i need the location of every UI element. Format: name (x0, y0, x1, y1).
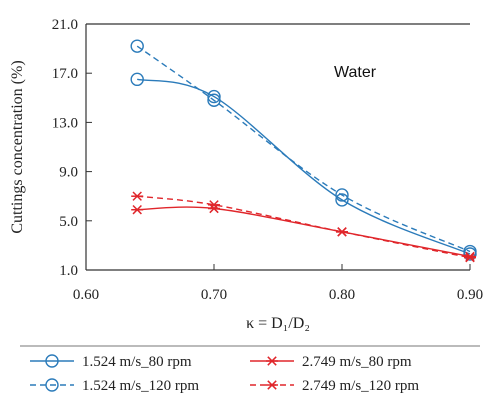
x-tick-label: 0.80 (329, 287, 355, 303)
series-line (137, 195, 471, 259)
x-axis-label: κ = D₁/D₂ (246, 315, 310, 332)
series-4 (131, 191, 476, 263)
legend-label: 1.524 m/s_80 rpm (82, 354, 192, 370)
y-tick-label: 13.0 (52, 115, 78, 131)
data-point (130, 39, 144, 53)
x-tick-label: 0.90 (457, 287, 483, 303)
legend-item: 2.749 m/s_80 rpm (250, 354, 412, 370)
data-point (131, 191, 144, 201)
y-axis-label: Cuttings concentration (%) (9, 60, 26, 233)
legend-item: 2.749 m/s_120 rpm (250, 378, 419, 394)
legend: 1.524 m/s_80 rpm 1.524 m/s_120 rpm 2.749 m… (20, 345, 480, 394)
legend-marker (45, 354, 59, 368)
series-layer (130, 39, 477, 263)
y-tick-label: 17.0 (52, 66, 78, 82)
data-point (336, 227, 348, 237)
legend-marker (266, 380, 278, 390)
data-point (130, 72, 144, 87)
data-point (464, 252, 476, 263)
legend-label: 2.749 m/s_120 rpm (302, 378, 419, 394)
annotation-water: Water (334, 64, 377, 81)
series-3 (131, 203, 476, 262)
y-tick-label: 9.0 (59, 165, 78, 181)
data-point (207, 93, 221, 107)
data-point (208, 200, 220, 210)
series-1 (130, 72, 477, 261)
legend-label: 2.749 m/s_80 rpm (302, 354, 412, 370)
legend-label: 1.524 m/s_120 rpm (82, 378, 199, 394)
legend-marker (266, 356, 278, 366)
y-tick-label: 1.0 (59, 263, 78, 279)
series-line (137, 206, 471, 258)
data-point (335, 188, 349, 202)
plot-axes: 1.0 5.0 9.0 13.0 17.0 21.0 0.60 0.70 0.80 0.90 (52, 17, 483, 303)
x-tick-label: 0.60 (73, 287, 99, 303)
legend-marker (45, 378, 59, 392)
y-tick-label: 21.0 (52, 17, 78, 33)
legend-item: 1.524 m/s_120 rpm (30, 378, 199, 394)
x-tick-label: 0.70 (201, 287, 227, 303)
y-tick-label: 5.0 (59, 214, 78, 230)
series-line (137, 78, 471, 255)
legend-item: 1.524 m/s_80 rpm (30, 354, 192, 370)
data-point (335, 193, 349, 207)
series-line (136, 45, 471, 253)
data-point (131, 204, 144, 215)
data-point (207, 89, 221, 104)
